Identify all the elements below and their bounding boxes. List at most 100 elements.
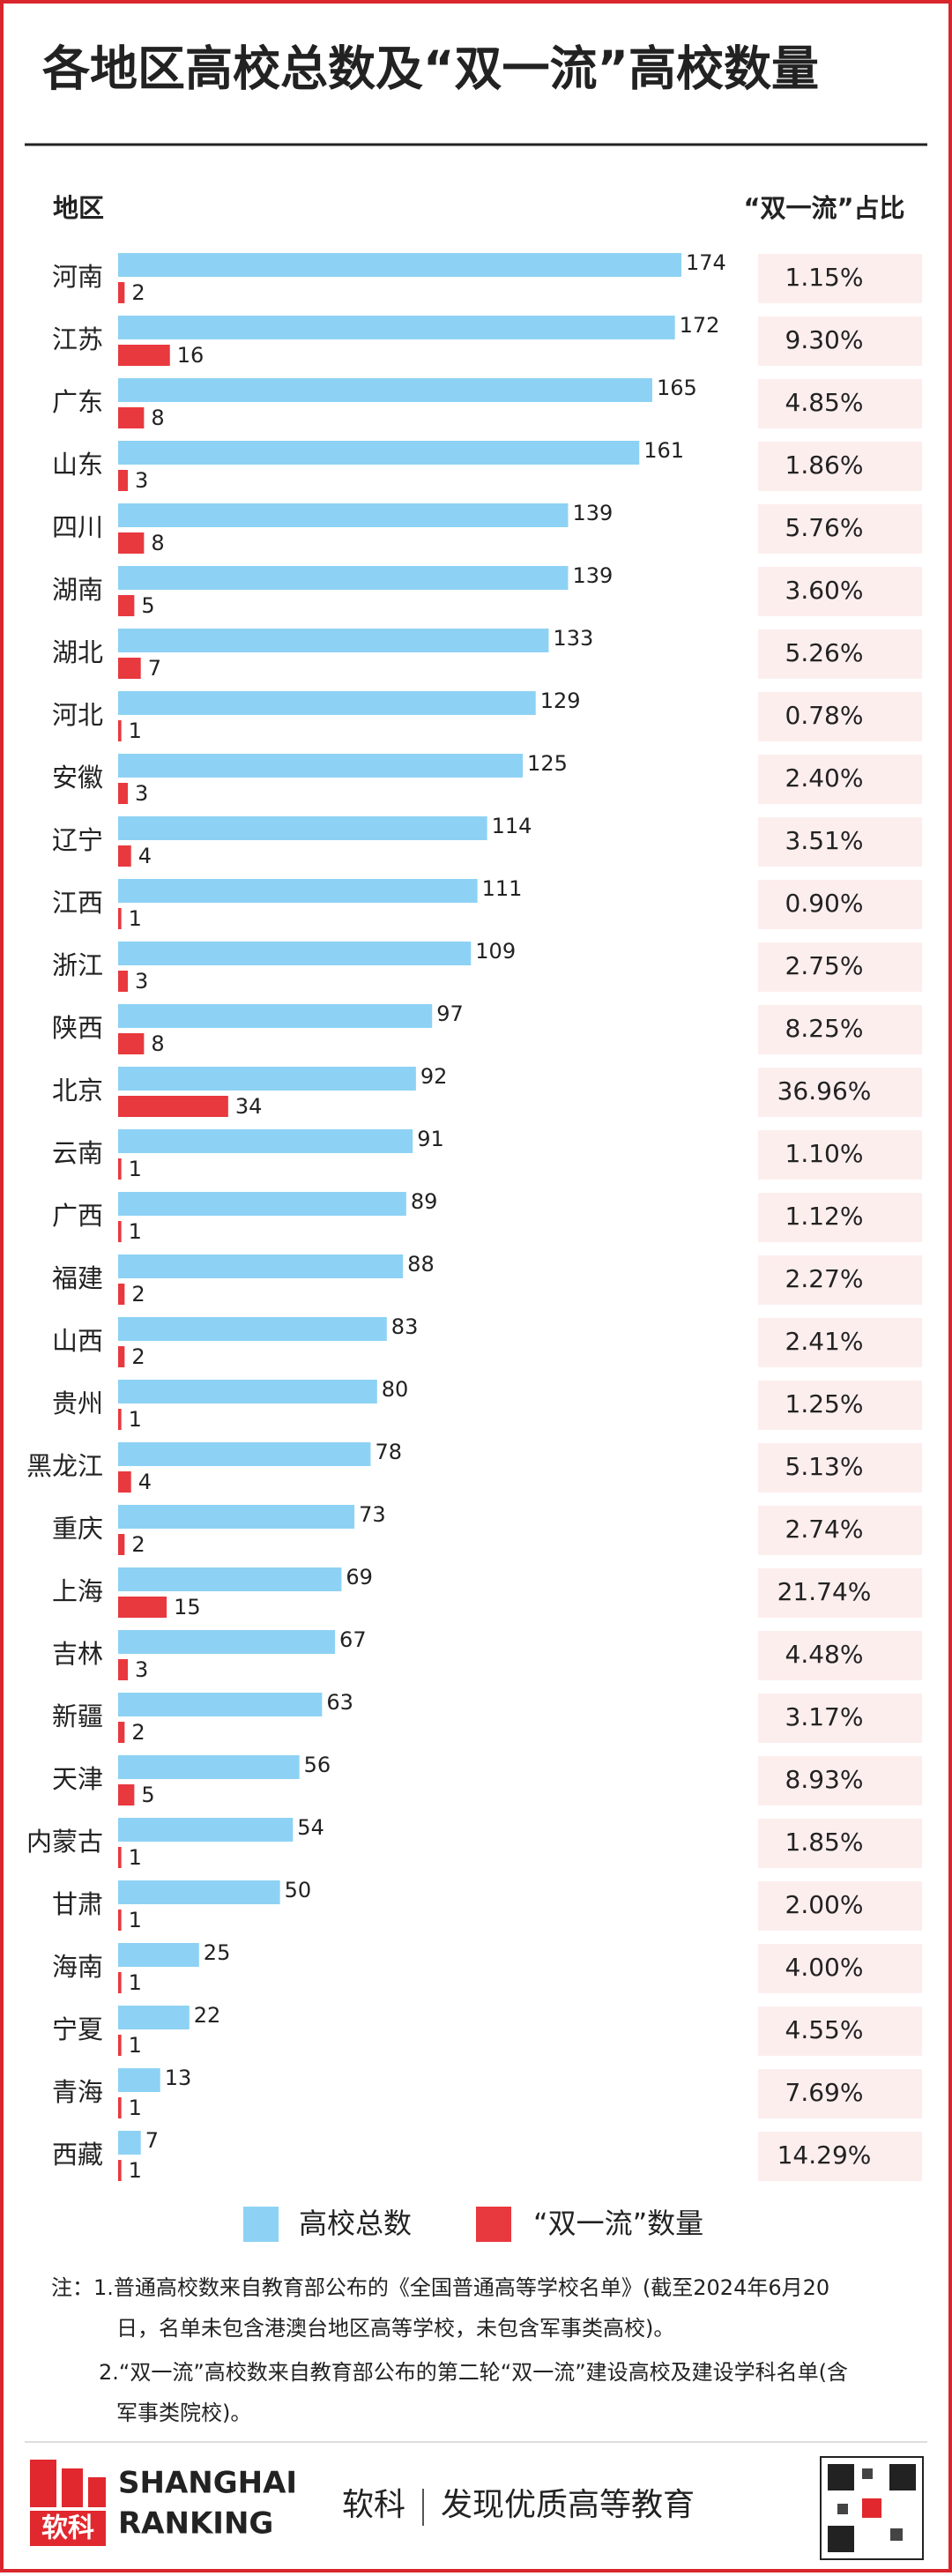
bar (118, 783, 129, 804)
share-label: 0.78% (785, 701, 864, 730)
bar (118, 1534, 125, 1555)
chart-title: 各地区高校总数及“双一流”高校数量 (42, 41, 819, 97)
category-label: 吉林 (52, 1639, 103, 1669)
share-cell (758, 1819, 922, 1868)
bar (118, 691, 536, 715)
category-label: 湖北 (52, 637, 103, 667)
bar (118, 595, 135, 616)
qr-dot (862, 2468, 873, 2479)
bar (118, 845, 131, 867)
value-label: 114 (492, 814, 532, 838)
value-label: 92 (420, 1064, 448, 1089)
value-label: 1 (129, 1219, 142, 1244)
note: 注：1.普通高校数来自教育部公布的《全国普通高等学校名单》(截至2024年6月2… (51, 2275, 829, 2300)
share-label: 4.55% (785, 2015, 864, 2044)
bar (118, 1943, 199, 1967)
value-label: 111 (482, 876, 523, 901)
share-label: 9.30% (785, 325, 864, 354)
category-label: 天津 (52, 1764, 103, 1794)
bar (118, 2068, 160, 2092)
share-label: 1.15% (785, 263, 864, 292)
value-label: 8 (151, 1031, 164, 1056)
bar (118, 1567, 342, 1591)
bar (118, 971, 129, 992)
qr-dot (837, 2504, 848, 2514)
share-cell (758, 692, 922, 741)
category-label: 新疆 (52, 1701, 103, 1731)
share-label: 2.74% (785, 1515, 864, 1544)
share-label: 2.41% (785, 1327, 864, 1356)
bar (118, 345, 170, 366)
value-label: 1 (129, 1157, 142, 1181)
category-header: 地区 (53, 193, 104, 223)
value-label: 67 (339, 1627, 367, 1652)
share-cell (758, 1756, 922, 1805)
value-label: 133 (553, 626, 593, 651)
bar (118, 1254, 404, 1278)
share-label: 1.12% (785, 1202, 864, 1231)
share-label: 14.29% (777, 2140, 872, 2170)
value-label: 50 (285, 1878, 312, 1902)
value-label: 1 (129, 906, 142, 931)
bar (118, 1659, 129, 1680)
logo-bar (30, 2460, 56, 2507)
bar (118, 2160, 122, 2181)
footer-slogan: 发现优质高等教育 (441, 2487, 695, 2523)
value-label: 139 (572, 563, 613, 588)
bar (118, 908, 122, 929)
share-label: 1.25% (785, 1389, 864, 1418)
category-label: 浙江 (52, 950, 103, 980)
value-label: 69 (346, 1565, 373, 1590)
footer-brand: 软科 (342, 2487, 405, 2523)
share-label: 3.60% (785, 576, 864, 605)
category-label: 广东 (52, 387, 103, 417)
category-label: 辽宁 (52, 825, 103, 855)
value-label: 7 (145, 2128, 159, 2153)
category-label: 安徽 (52, 763, 103, 793)
value-label: 165 (657, 376, 697, 400)
share-cell (758, 942, 922, 992)
bar (118, 2035, 122, 2056)
legend: 高校总数 “双一流”数量 (243, 2207, 703, 2242)
logo-text: SHANGHAI (118, 2466, 297, 2501)
qr-dot (890, 2528, 903, 2541)
share-cell (758, 2006, 922, 2056)
share-label: 0.90% (785, 889, 864, 918)
category-label: 海南 (52, 1952, 103, 1982)
share-label: 8.25% (785, 1014, 864, 1043)
bar (118, 1972, 122, 1993)
value-label: 54 (297, 1815, 324, 1840)
share-label: 1.85% (785, 1828, 864, 1857)
value-label: 4 (138, 844, 152, 868)
share-label: 2.00% (785, 1890, 864, 1919)
value-label: 8 (151, 406, 164, 430)
note: 军事类院校)。 (116, 2401, 251, 2425)
value-label: 2 (131, 1532, 145, 1557)
value-label: 25 (204, 1940, 231, 1965)
share-cell (758, 1193, 922, 1242)
bar (118, 816, 487, 840)
value-label: 2 (131, 280, 145, 305)
bar (118, 1096, 228, 1117)
category-label: 山东 (52, 450, 103, 480)
share-label: 3.17% (785, 1702, 864, 1731)
qr-center (862, 2498, 881, 2518)
bar (118, 658, 141, 679)
value-label: 3 (135, 781, 148, 806)
category-label: 河南 (52, 262, 103, 292)
category-label: 甘肃 (52, 1889, 103, 1919)
value-label: 1 (129, 1908, 142, 1932)
value-label: 172 (680, 313, 720, 338)
share-label: 1.86% (785, 450, 864, 480)
share-cell (758, 1255, 922, 1305)
bar (118, 1346, 125, 1367)
value-label: 2 (131, 1282, 145, 1307)
share-cell (758, 1631, 922, 1680)
value-label: 3 (135, 969, 148, 994)
share-cell (758, 1005, 922, 1054)
share-cell (758, 1130, 922, 1180)
bar (118, 407, 145, 428)
share-cell (758, 1881, 922, 1931)
